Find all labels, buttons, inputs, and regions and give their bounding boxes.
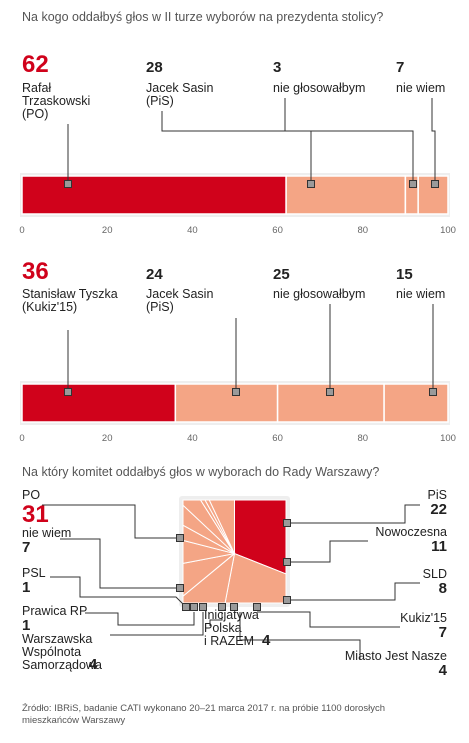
value-label: 4 [439, 662, 448, 679]
category-label: Inicjatywa Polska i RAZEM [204, 608, 259, 648]
marker-dot [253, 603, 261, 611]
marker-dot [429, 388, 437, 396]
marker-dot [283, 596, 291, 604]
chart3-title: Na który komitet oddałbyś głos w wyborac… [22, 465, 379, 479]
leader-line [284, 98, 414, 184]
category-label: Rafał Trzaskowski (PO) [22, 81, 90, 121]
leader-line [161, 111, 312, 184]
tick-label: 20 [102, 225, 113, 236]
category-label: nie wiem [22, 526, 71, 540]
marker-dot [182, 603, 190, 611]
category-label: Prawica RP [22, 604, 87, 618]
marker-dot [218, 603, 226, 611]
marker-dot [176, 534, 184, 542]
marker-dot [230, 603, 238, 611]
marker-dot [283, 519, 291, 527]
value-label: 1 [22, 617, 30, 634]
marker-dot [326, 388, 334, 396]
leader-line [431, 98, 436, 184]
category-label: Warszawska Wspólnota Samorządowa [22, 632, 102, 672]
marker-dot [307, 180, 315, 188]
category-label: nie wiem [396, 81, 445, 95]
value-label: 24 [146, 266, 163, 283]
value-label: 7 [22, 539, 30, 556]
marker-dot [283, 558, 291, 566]
category-label: Stanisław Tyszka (Kukiz'15) [22, 287, 118, 314]
leader-line [287, 582, 420, 601]
bar-segment [21, 175, 287, 215]
bar-segment [285, 175, 407, 215]
value-label: 15 [396, 266, 413, 283]
tick-label: 100 [440, 225, 456, 236]
leader-line [209, 612, 223, 626]
category-label: nie głosowałbym [273, 287, 365, 301]
leader-line [60, 538, 180, 589]
marker-dot [409, 180, 417, 188]
value-label: 8 [439, 580, 447, 597]
tick-label: 80 [358, 225, 369, 236]
category-label: Jacek Sasin (PiS) [146, 81, 213, 108]
value-label: 36 [22, 258, 49, 285]
tick-label: 0 [19, 433, 24, 444]
leader-line [85, 612, 195, 626]
tick-label: 60 [272, 433, 283, 444]
value-label: 1 [22, 579, 30, 596]
chart3-pie: PO31PiS22Nowoczesna11SLD8Kukiz'157Miasto… [22, 488, 448, 679]
value-label: 28 [146, 59, 163, 76]
category-label: nie wiem [396, 287, 445, 301]
bar-segment [383, 383, 449, 423]
value-label: 62 [22, 51, 49, 78]
marker-dot [176, 584, 184, 592]
category-label: Jacek Sasin (PiS) [146, 287, 213, 314]
tick-label: 40 [187, 433, 198, 444]
tick-label: 0 [19, 225, 24, 236]
category-label: PSL [22, 566, 46, 580]
chart1-bars: 62 Rafał Trzaskowski (PO) 28 Jacek Sasin (PiS)… [19, 51, 456, 236]
source-note: Źródło: IBRiS, badanie CATI wykonano 20–… [22, 703, 385, 726]
bar-segment [276, 383, 385, 423]
bar-segment [174, 383, 279, 423]
tick-label: 40 [187, 225, 198, 236]
leader-line [110, 612, 204, 636]
value-label: 7 [396, 59, 404, 76]
pie-slice [208, 499, 235, 554]
category-label: PO [22, 488, 40, 502]
value-label: 4 [89, 656, 98, 673]
category-label: SLD [423, 567, 447, 581]
marker-dot [199, 603, 207, 611]
category-label: nie głosowałbym [273, 81, 365, 95]
leader-line [50, 576, 187, 608]
bar-segment [21, 383, 177, 423]
category-label: PiS [428, 488, 447, 502]
value-label: 7 [439, 624, 447, 641]
tick-label: 60 [272, 225, 283, 236]
marker-dot [64, 388, 72, 396]
leader-line [239, 612, 361, 660]
value-label: 11 [431, 538, 447, 555]
value-label: 31 [22, 501, 49, 528]
value-label: 4 [262, 632, 271, 649]
source-text: Źródło: IBRiS, badanie CATI wykonano 20–… [22, 703, 385, 726]
tick-label: 80 [358, 433, 369, 444]
value-label: 22 [430, 501, 447, 518]
leader-line [287, 540, 368, 563]
marker-dot [64, 180, 72, 188]
leader-line [287, 504, 420, 524]
tick-label: 20 [102, 433, 113, 444]
marker-dot [190, 603, 198, 611]
category-label: Kukiz'15 [400, 611, 447, 625]
category-label: Nowoczesna [375, 525, 447, 539]
leader-line [42, 504, 180, 539]
chart1-title: Na kogo oddałbyś głos w II turze wyborów… [22, 10, 383, 24]
category-label: Miasto Jest Nasze [345, 649, 447, 663]
marker-dot [232, 388, 240, 396]
tick-label: 100 [440, 433, 456, 444]
marker-dot [431, 180, 439, 188]
leader-line [257, 611, 400, 628]
value-label: 3 [273, 59, 281, 76]
value-label: 25 [273, 266, 290, 283]
